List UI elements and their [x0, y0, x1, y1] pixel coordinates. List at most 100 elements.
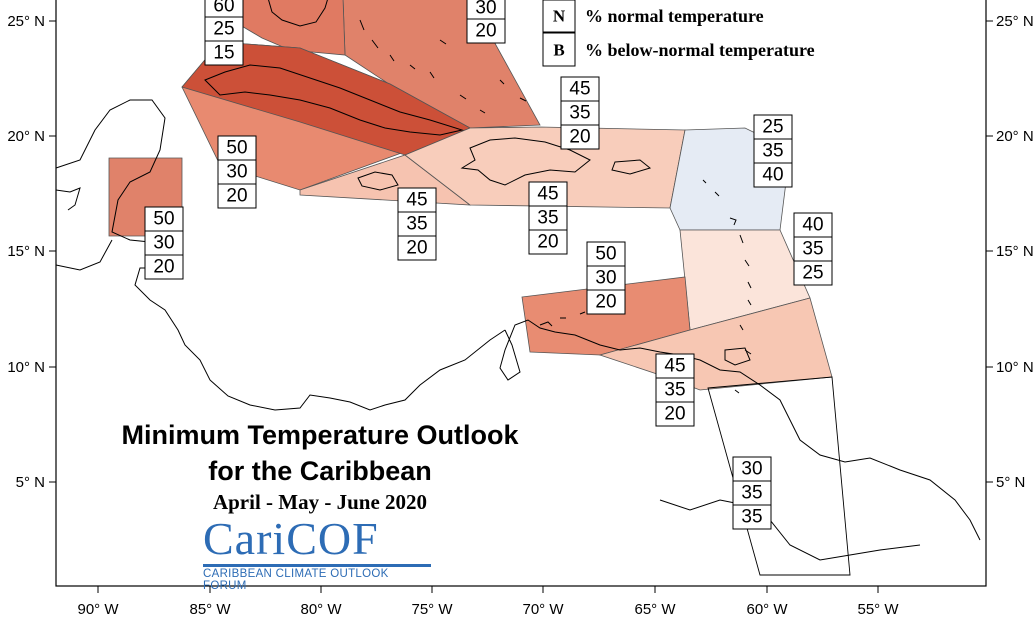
abc-islands-a: 50 — [595, 244, 616, 265]
bahamas-islands — [359, 19, 527, 114]
lon-label-65: 65° W — [634, 601, 676, 618]
prob-box-turks-caicos: 45 35 20 — [560, 76, 600, 150]
lat-label-right-15: 15° N — [996, 243, 1034, 260]
logo-underline — [203, 564, 431, 567]
lat-label-10: 10° N — [7, 359, 45, 376]
puerto-rico-coast — [611, 159, 652, 175]
bahamas-nw-a: 60 — [213, 0, 234, 17]
cuba-coast — [204, 64, 464, 136]
cuba-n: 30 — [226, 162, 247, 183]
northern-leewards-n: 35 — [762, 141, 783, 162]
guianas-a: 30 — [741, 459, 762, 480]
legend-n-box — [542, 0, 576, 33]
bahamas-nw-n: 25 — [213, 19, 234, 40]
guianas-n: 35 — [741, 483, 762, 504]
lat-label-25: 25° N — [7, 13, 45, 30]
guyana-interior — [659, 499, 921, 561]
prob-box-bahamas-nw: 60 25 15 — [204, 0, 244, 66]
windwards-n: 35 — [802, 239, 823, 260]
central-america-coast — [55, 99, 506, 411]
legend: N % normal temperature B % below-normal … — [542, 0, 815, 67]
lat-ticks-left — [49, 20, 56, 483]
bahamas-nw-b: 15 — [213, 43, 234, 64]
cuba-a: 50 — [226, 138, 247, 159]
lat-ticks-right — [986, 20, 993, 483]
windwards-b: 25 — [802, 263, 823, 284]
lon-label-85: 85° W — [189, 601, 231, 618]
prob-box-belize: 50 30 20 — [144, 206, 184, 280]
prob-box-windwards: 40 35 25 — [793, 212, 833, 286]
lon-label-70: 70° W — [522, 601, 564, 618]
gulf-coast-west — [55, 239, 113, 271]
map-title-line1: Minimum Temperature Outlook — [121, 420, 519, 450]
mexico-west — [55, 187, 81, 211]
hispaniola-a: 45 — [537, 184, 558, 205]
legend-b-label: % below-normal temperature — [585, 40, 815, 60]
lon-ticks — [97, 586, 879, 593]
prob-box-cuba: 50 30 20 — [217, 135, 257, 209]
map-title-line2: for the Caribbean — [208, 456, 432, 486]
trinidad-barbados-a: 45 — [664, 356, 685, 377]
turks-caicos-b: 20 — [569, 127, 590, 148]
bahamas-se-b: 20 — [475, 21, 496, 42]
prob-box-hispaniola: 45 35 20 — [528, 181, 568, 255]
prob-box-bahamas-se: 30 20 — [466, 0, 506, 44]
lat-labels-right: 25° N 20° N 15° N 10° N 5° N — [996, 13, 1034, 491]
legend-n-label: % normal temperature — [585, 6, 764, 26]
prob-box-northern-leewards: 25 35 40 — [753, 114, 793, 188]
caricof-logo: CariCOF CARIBBEAN CLIMATE OUTLOOK FORUM — [203, 513, 433, 592]
lon-label-60: 60° W — [746, 601, 788, 618]
legend-n-letter: N — [553, 7, 566, 26]
windwards-a: 40 — [802, 215, 823, 236]
lat-labels-left: 25° N 20° N 15° N 10° N 5° N — [7, 13, 45, 491]
legend-b-box — [542, 32, 576, 67]
legend-b-letter: B — [553, 41, 564, 60]
bahamas-se-n: 30 — [475, 0, 496, 19]
prob-box-guianas: 30 35 35 — [732, 456, 772, 530]
lon-label-90: 90° W — [77, 601, 119, 618]
hispaniola-coast — [460, 137, 591, 186]
lat-label-right-20: 20° N — [996, 128, 1034, 145]
lat-label-15: 15° N — [7, 243, 45, 260]
lat-label-right-25: 25° N — [996, 13, 1034, 30]
map-period: April - May - June 2020 — [212, 490, 428, 514]
lon-label-80: 80° W — [300, 601, 342, 618]
lat-label-right-10: 10° N — [996, 359, 1034, 376]
prob-box-trinidad-barbados: 45 35 20 — [655, 353, 695, 427]
jamaica-a: 45 — [406, 190, 427, 211]
lat-label-5: 5° N — [16, 474, 45, 491]
belize-n: 30 — [153, 233, 174, 254]
lesser-antilles — [702, 179, 752, 394]
jamaica-n: 35 — [406, 214, 427, 235]
jamaica-coast — [357, 171, 399, 191]
abc-islands-coast — [539, 311, 586, 327]
jamaica-b: 20 — [406, 238, 427, 259]
guianas-b: 35 — [741, 507, 762, 528]
lat-label-right-5: 5° N — [996, 474, 1025, 491]
hispaniola-n: 35 — [537, 208, 558, 229]
abc-islands-n: 30 — [595, 268, 616, 289]
hispaniola-b: 20 — [537, 232, 558, 253]
belize-b: 20 — [153, 257, 174, 278]
turks-caicos-a: 45 — [569, 79, 590, 100]
belize-a: 50 — [153, 209, 174, 230]
prob-box-abc-islands: 50 30 20 — [586, 241, 626, 315]
lon-labels: 90° W 85° W 80° W 75° W 70° W 65° W 60° … — [77, 601, 899, 618]
florida-coast — [268, 0, 328, 27]
logo-full-name: CARIBBEAN CLIMATE OUTLOOK FORUM — [203, 568, 389, 592]
logo-wordmark: CariCOF — [203, 513, 379, 564]
northern-leewards-a: 25 — [762, 117, 783, 138]
turks-caicos-n: 35 — [569, 103, 590, 124]
trinidad-barbados-b: 20 — [664, 404, 685, 425]
lon-label-55: 55° W — [857, 601, 899, 618]
northern-leewards-b: 40 — [762, 165, 783, 186]
coastlines — [55, 0, 981, 561]
lon-label-75: 75° W — [411, 601, 453, 618]
lat-label-20: 20° N — [7, 128, 45, 145]
abc-islands-b: 20 — [595, 292, 616, 313]
prob-box-jamaica: 45 35 20 — [397, 187, 437, 261]
cuba-b: 20 — [226, 186, 247, 207]
trinidad-coast — [724, 347, 751, 366]
trinidad-barbados-n: 35 — [664, 380, 685, 401]
